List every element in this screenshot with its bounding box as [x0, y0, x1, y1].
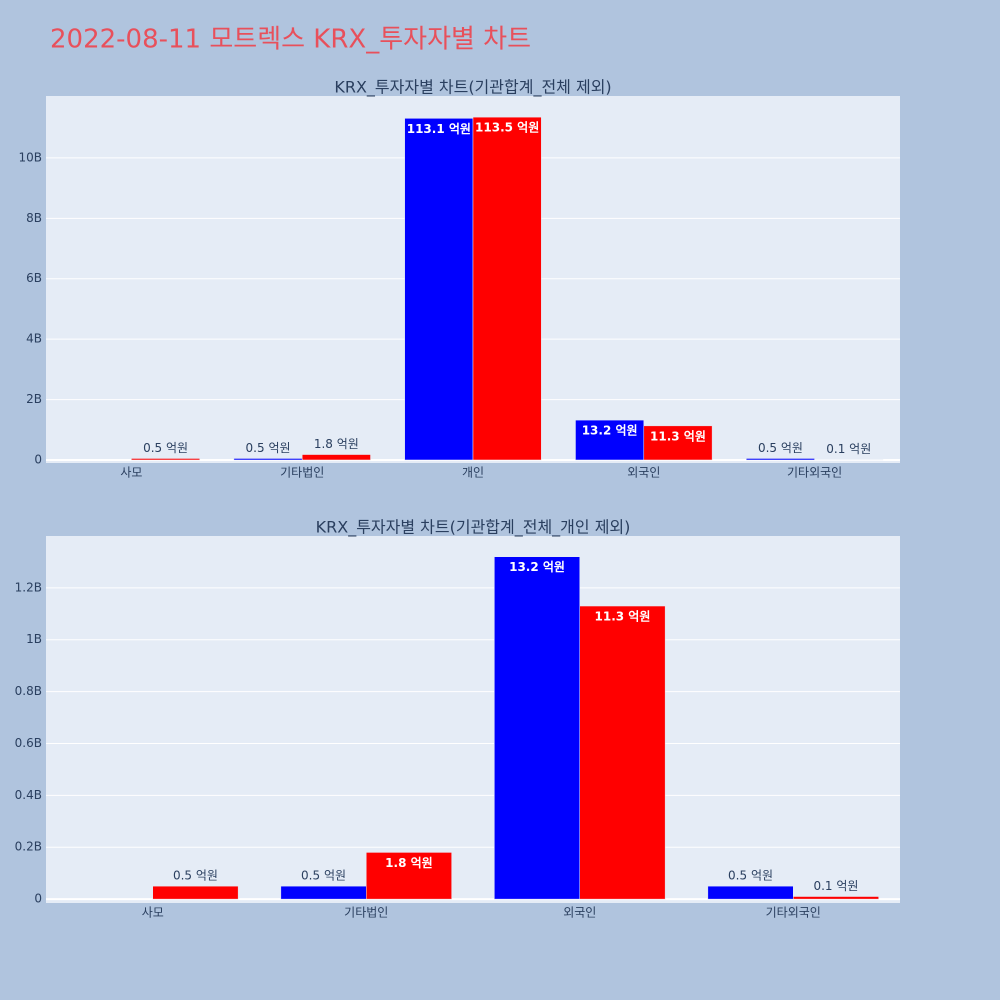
bar [472, 116, 542, 461]
value-label: 113.1 억원 [407, 122, 471, 136]
value-label: 1.8 억원 [385, 856, 433, 870]
value-label: 13.2 억원 [582, 424, 638, 438]
value-label: 0.1 억원 [826, 442, 871, 456]
y-tick-label: 10B [18, 150, 42, 164]
chart-title: KRX_투자자별 차트(기관합계_전체 제외) [334, 78, 611, 98]
y-tick-label: 6B [26, 271, 42, 285]
bar [301, 454, 371, 461]
y-tick-label: 0.6B [15, 736, 42, 750]
bar [131, 458, 200, 461]
bar [494, 556, 581, 900]
value-label: 0.1 억원 [813, 879, 858, 893]
y-tick-label: 0 [34, 452, 42, 466]
value-label: 0.5 억원 [301, 869, 346, 883]
x-tick-label: 기타외국인 [766, 906, 821, 920]
x-tick-label: 외국인 [627, 466, 660, 480]
bar [575, 419, 645, 461]
bar [280, 885, 367, 900]
value-label: 0.5 억원 [728, 869, 773, 883]
value-label: 11.3 억원 [595, 610, 651, 624]
y-tick-label: 0.4B [15, 788, 42, 802]
bar [404, 118, 474, 461]
bar [643, 425, 713, 461]
x-tick-label: 기타외국인 [787, 466, 842, 480]
x-tick-label: 기타법인 [344, 906, 388, 920]
y-tick-label: 1B [26, 632, 42, 646]
bar [579, 605, 666, 900]
value-label: 0.5 억원 [758, 441, 803, 455]
value-label: 0.5 억원 [173, 869, 218, 883]
x-tick-label: 외국인 [563, 906, 596, 920]
value-label: 0.5 억원 [143, 441, 188, 455]
y-tick-label: 0 [34, 892, 42, 906]
x-tick-label: 사모 [142, 906, 164, 920]
value-label: 113.5 억원 [475, 121, 539, 135]
plot-area [46, 536, 900, 903]
y-tick-label: 0.2B [15, 840, 42, 854]
x-tick-label: 기타법인 [280, 466, 324, 480]
y-tick-label: 1.2B [15, 580, 42, 594]
value-label: 11.3 억원 [650, 429, 706, 443]
y-tick-label: 0.8B [15, 684, 42, 698]
bar [746, 458, 815, 461]
y-tick-label: 4B [26, 332, 42, 346]
value-label: 13.2 억원 [509, 560, 565, 574]
value-label: 0.5 억원 [246, 441, 291, 455]
bar [152, 885, 239, 900]
y-tick-label: 2B [26, 392, 42, 406]
bar [707, 885, 794, 900]
page-title: 2022-08-11 모트렉스 KRX_투자자별 차트 [50, 25, 531, 55]
bar [366, 852, 452, 900]
bar [793, 896, 879, 900]
y-tick-label: 8B [26, 211, 42, 225]
x-tick-label: 개인 [462, 466, 484, 480]
chart-title: KRX_투자자별 차트(기관합계_전체_개인 제외) [316, 518, 631, 538]
x-tick-label: 사모 [120, 466, 142, 480]
bar [233, 458, 303, 461]
value-label: 1.8 억원 [314, 437, 359, 451]
